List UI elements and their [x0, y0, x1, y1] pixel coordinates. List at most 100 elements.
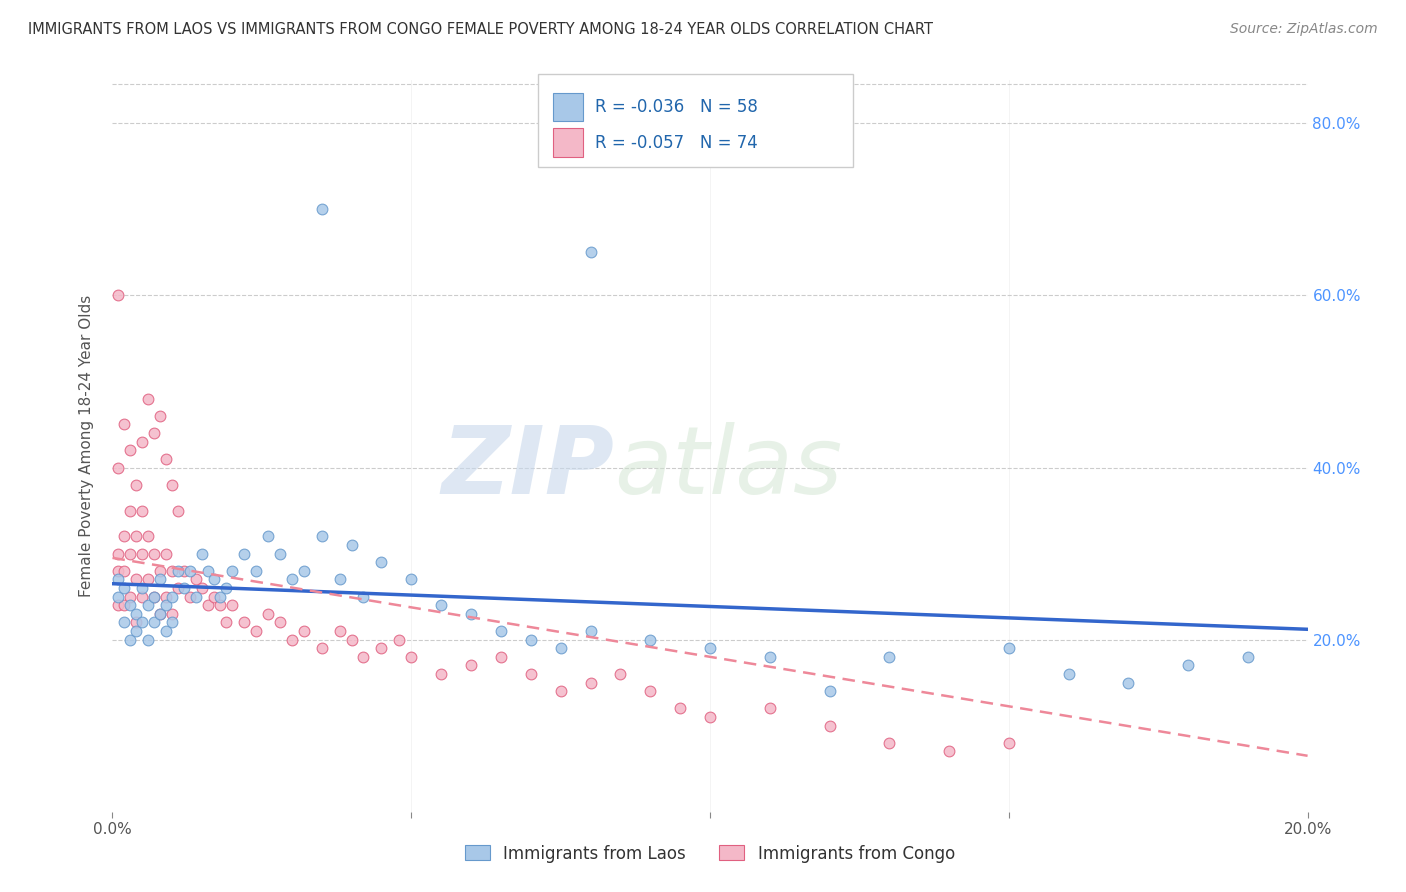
- Immigrants from Laos: [759, 649, 782, 664]
- Immigrants from Congo: [114, 417, 135, 432]
- Immigrants from Laos: [138, 598, 160, 612]
- Immigrants from Congo: [818, 719, 841, 733]
- Legend: Immigrants from Laos, Immigrants from Congo: Immigrants from Laos, Immigrants from Co…: [458, 838, 962, 869]
- Immigrants from Laos: [579, 624, 602, 638]
- Immigrants from Congo: [489, 649, 512, 664]
- Text: R = -0.036   N = 58: R = -0.036 N = 58: [595, 98, 758, 116]
- Immigrants from Congo: [162, 607, 183, 621]
- Immigrants from Laos: [162, 615, 183, 630]
- Immigrants from Congo: [191, 581, 214, 595]
- Immigrants from Congo: [209, 598, 232, 612]
- Immigrants from Laos: [998, 641, 1021, 656]
- Immigrants from Laos: [879, 649, 901, 664]
- Immigrants from Laos: [131, 615, 153, 630]
- Immigrants from Laos: [699, 641, 721, 656]
- Immigrants from Congo: [107, 460, 129, 475]
- Immigrants from Congo: [131, 503, 153, 517]
- Immigrants from Laos: [143, 590, 166, 604]
- Immigrants from Laos: [209, 590, 232, 604]
- Immigrants from Congo: [329, 624, 352, 638]
- Immigrants from Laos: [191, 547, 214, 561]
- Immigrants from Laos: [1118, 675, 1140, 690]
- Immigrants from Laos: [125, 607, 148, 621]
- Y-axis label: Female Poverty Among 18-24 Year Olds: Female Poverty Among 18-24 Year Olds: [79, 295, 94, 597]
- Immigrants from Congo: [257, 607, 280, 621]
- Immigrants from Laos: [221, 564, 243, 578]
- Immigrants from Laos: [245, 564, 267, 578]
- Immigrants from Congo: [107, 598, 129, 612]
- Immigrants from Congo: [125, 529, 148, 543]
- Immigrants from Laos: [311, 529, 333, 543]
- Immigrants from Laos: [120, 632, 142, 647]
- Immigrants from Laos: [155, 624, 177, 638]
- Text: ZIP: ZIP: [441, 422, 614, 514]
- Immigrants from Congo: [120, 443, 142, 458]
- Immigrants from Congo: [138, 392, 160, 406]
- Immigrants from Congo: [401, 649, 423, 664]
- Immigrants from Congo: [699, 710, 721, 724]
- Immigrants from Congo: [353, 649, 375, 664]
- Immigrants from Laos: [138, 632, 160, 647]
- Immigrants from Laos: [107, 590, 129, 604]
- Immigrants from Laos: [520, 632, 543, 647]
- Immigrants from Congo: [233, 615, 256, 630]
- Immigrants from Laos: [155, 598, 177, 612]
- Immigrants from Laos: [460, 607, 482, 621]
- Immigrants from Congo: [215, 615, 238, 630]
- Immigrants from Laos: [640, 632, 662, 647]
- Immigrants from Congo: [520, 667, 543, 681]
- Immigrants from Congo: [125, 615, 148, 630]
- Immigrants from Congo: [107, 564, 129, 578]
- Immigrants from Laos: [179, 564, 201, 578]
- Immigrants from Congo: [202, 590, 225, 604]
- Immigrants from Laos: [818, 684, 841, 698]
- Immigrants from Congo: [430, 667, 453, 681]
- Immigrants from Congo: [120, 590, 142, 604]
- Immigrants from Congo: [269, 615, 291, 630]
- Immigrants from Congo: [998, 736, 1021, 750]
- Immigrants from Laos: [579, 245, 602, 260]
- Immigrants from Congo: [245, 624, 267, 638]
- Immigrants from Laos: [311, 202, 333, 217]
- Immigrants from Congo: [186, 573, 208, 587]
- Immigrants from Congo: [388, 632, 411, 647]
- Immigrants from Congo: [143, 426, 166, 441]
- Immigrants from Congo: [149, 409, 172, 423]
- Text: R = -0.057   N = 74: R = -0.057 N = 74: [595, 134, 758, 152]
- Immigrants from Congo: [167, 503, 190, 517]
- Immigrants from Congo: [281, 632, 304, 647]
- Immigrants from Laos: [125, 624, 148, 638]
- Immigrants from Laos: [149, 607, 172, 621]
- Immigrants from Congo: [131, 590, 153, 604]
- Immigrants from Congo: [179, 590, 201, 604]
- Immigrants from Congo: [609, 667, 631, 681]
- Immigrants from Congo: [131, 547, 153, 561]
- Immigrants from Laos: [197, 564, 219, 578]
- Immigrants from Laos: [489, 624, 512, 638]
- Immigrants from Congo: [120, 547, 142, 561]
- Immigrants from Congo: [155, 451, 177, 466]
- Immigrants from Laos: [215, 581, 238, 595]
- Immigrants from Congo: [107, 288, 129, 302]
- Immigrants from Congo: [162, 564, 183, 578]
- Immigrants from Laos: [149, 573, 172, 587]
- Immigrants from Congo: [340, 632, 363, 647]
- Text: IMMIGRANTS FROM LAOS VS IMMIGRANTS FROM CONGO FEMALE POVERTY AMONG 18-24 YEAR OL: IMMIGRANTS FROM LAOS VS IMMIGRANTS FROM …: [28, 22, 934, 37]
- Immigrants from Laos: [143, 615, 166, 630]
- Immigrants from Congo: [114, 564, 135, 578]
- Immigrants from Laos: [173, 581, 195, 595]
- Immigrants from Congo: [138, 573, 160, 587]
- Immigrants from Congo: [550, 684, 572, 698]
- Immigrants from Laos: [370, 555, 392, 569]
- Immigrants from Laos: [257, 529, 280, 543]
- Immigrants from Laos: [281, 573, 304, 587]
- Immigrants from Congo: [292, 624, 315, 638]
- Immigrants from Congo: [155, 547, 177, 561]
- Immigrants from Laos: [1057, 667, 1080, 681]
- Immigrants from Congo: [879, 736, 901, 750]
- Immigrants from Congo: [149, 564, 172, 578]
- Immigrants from Congo: [114, 529, 135, 543]
- Immigrants from Congo: [759, 701, 782, 715]
- Immigrants from Congo: [120, 503, 142, 517]
- Immigrants from Congo: [143, 547, 166, 561]
